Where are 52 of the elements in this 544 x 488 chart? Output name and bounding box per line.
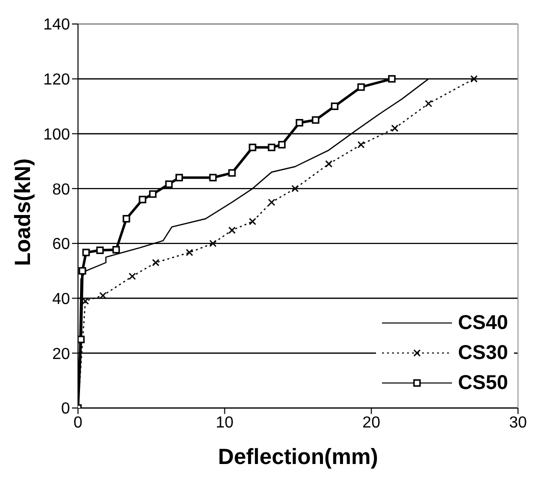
point [138, 196, 146, 204]
y-tick-label: 140 [43, 16, 70, 34]
y-tick-label: 60 [52, 236, 70, 254]
point [291, 184, 299, 192]
point [152, 258, 160, 266]
point [99, 292, 107, 300]
point [268, 198, 276, 206]
point [228, 226, 236, 234]
point [391, 124, 398, 132]
point [78, 336, 85, 344]
point [175, 174, 183, 182]
point [357, 83, 365, 91]
point [122, 214, 130, 222]
point [248, 144, 256, 152]
point [82, 248, 90, 256]
legend-label: CS50 [458, 372, 508, 394]
point [325, 160, 332, 168]
x-tick-label: 20 [362, 414, 380, 432]
x-axis-title: Deflection(mm) [218, 444, 378, 469]
point [165, 180, 173, 188]
y-tick-label: 80 [52, 181, 70, 198]
point [330, 102, 338, 110]
point [424, 100, 432, 108]
point [388, 75, 396, 83]
point [82, 297, 89, 305]
point [149, 190, 157, 198]
point [312, 116, 320, 124]
point [78, 267, 86, 275]
x-tick-label: 30 [509, 414, 527, 432]
y-tick-label: 20 [52, 346, 70, 363]
point [209, 240, 217, 248]
point [296, 118, 304, 126]
point [96, 246, 104, 254]
point [209, 174, 217, 182]
y-tick-label: 0 [61, 400, 70, 418]
y-tick-label: 40 [52, 290, 70, 308]
x-tick-label: 0 [74, 414, 83, 432]
point [278, 140, 286, 148]
point [268, 144, 276, 152]
point [128, 272, 136, 280]
y-axis-title: Loads(kN) [10, 158, 35, 266]
point [228, 169, 236, 177]
point [248, 218, 256, 226]
legend-label: CS40 [458, 312, 508, 334]
x-tick-label: 10 [216, 414, 234, 432]
point [186, 248, 194, 256]
y-tick-label: 100 [43, 126, 70, 144]
legend-label: CS30 [458, 342, 508, 364]
point [112, 246, 120, 254]
point [470, 75, 478, 83]
y-tick-label: 120 [43, 72, 70, 89]
point [357, 141, 365, 148]
